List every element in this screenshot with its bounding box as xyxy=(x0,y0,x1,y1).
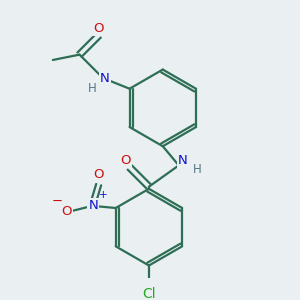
Text: N: N xyxy=(100,72,110,85)
Text: +: + xyxy=(99,190,107,200)
Text: H: H xyxy=(193,163,201,176)
Text: Cl: Cl xyxy=(142,287,156,300)
Text: O: O xyxy=(93,22,104,34)
Text: H: H xyxy=(88,82,97,95)
Text: O: O xyxy=(120,154,131,166)
Text: N: N xyxy=(88,200,98,212)
Text: N: N xyxy=(178,154,188,166)
Text: O: O xyxy=(61,205,72,218)
Text: O: O xyxy=(93,169,104,182)
Text: −: − xyxy=(52,195,63,208)
